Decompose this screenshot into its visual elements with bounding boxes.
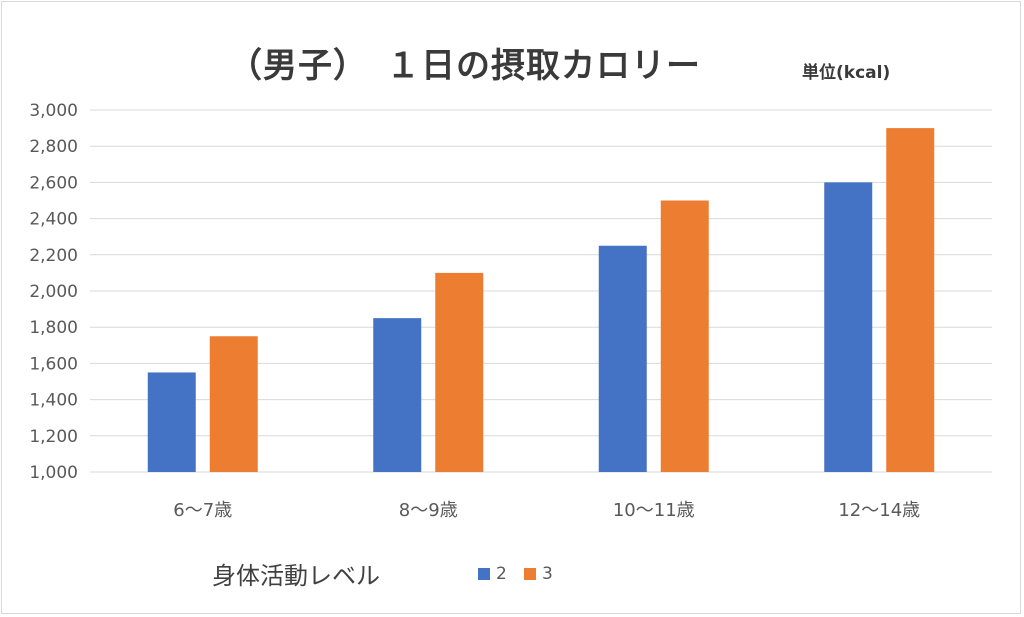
legend-item-series-3: 3 — [524, 564, 553, 584]
bar-series-2-3 — [598, 245, 647, 472]
y-tick-label: 3,000 — [29, 101, 78, 121]
y-tick-label: 1,200 — [29, 427, 78, 447]
y-tick-label: 1,600 — [29, 354, 78, 374]
unit-label: 単位(kcal) — [802, 63, 891, 83]
legend-item-series-2: 2 — [478, 564, 507, 584]
x-category-label: 8〜9歳 — [399, 500, 458, 521]
bar-series-2-2 — [373, 318, 422, 472]
y-tick-label: 2,000 — [29, 282, 78, 302]
legend-label: 3 — [542, 564, 553, 584]
bar-series-3-4 — [886, 128, 935, 472]
y-tick-label: 2,200 — [29, 246, 78, 266]
chart-title: （男子） １日の摂取カロリー — [228, 46, 701, 86]
legend-swatch — [478, 568, 490, 580]
bar-series-3-2 — [435, 272, 484, 472]
bar-series-2-4 — [824, 182, 873, 472]
y-tick-label: 2,400 — [29, 210, 78, 230]
x-category-label: 10〜11歳 — [613, 500, 695, 521]
x-category-label: 6〜7歳 — [173, 500, 232, 521]
y-tick-label: 2,800 — [29, 137, 78, 157]
x-category-label: 12〜14歳 — [838, 500, 920, 521]
y-tick-label: 2,600 — [29, 173, 78, 193]
bar-series-3-3 — [660, 200, 709, 472]
y-tick-label: 1,000 — [29, 463, 78, 483]
legend-label: 2 — [496, 564, 507, 584]
y-tick-label: 1,800 — [29, 318, 78, 338]
bar-series-2-1 — [147, 372, 196, 472]
legend-title: 身体活動レベル — [212, 562, 380, 590]
y-tick-label: 1,400 — [29, 391, 78, 411]
bar-series-3-1 — [209, 336, 258, 472]
legend-swatch — [524, 568, 536, 580]
